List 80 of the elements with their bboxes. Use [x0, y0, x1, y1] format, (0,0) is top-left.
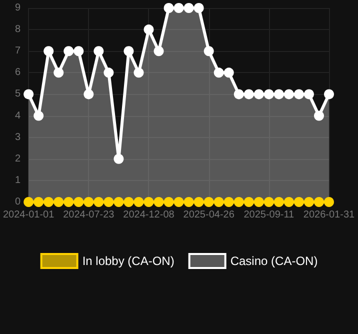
point — [54, 68, 64, 78]
point — [244, 89, 254, 100]
point — [74, 46, 84, 56]
y-tick-label: 9 — [15, 2, 22, 14]
point — [134, 68, 144, 78]
point — [244, 197, 254, 207]
y-tick-label: 4 — [15, 110, 22, 122]
point — [24, 197, 34, 207]
y-tick-label: 3 — [15, 132, 22, 143]
point — [324, 89, 334, 100]
y-tick-label: 7 — [15, 46, 22, 57]
point — [194, 197, 204, 207]
y-tick-label: 5 — [15, 88, 22, 100]
x-tick-label: 2025-04-26 — [183, 210, 235, 220]
legend-label: Casino (CA-ON) — [230, 254, 318, 268]
point — [174, 3, 184, 13]
y-tick-label: 0 — [15, 196, 22, 208]
point — [224, 197, 234, 207]
point — [284, 89, 294, 100]
x-tick-label: 2025-09-11 — [244, 210, 295, 220]
point — [84, 197, 94, 207]
point — [224, 68, 234, 78]
point — [154, 46, 164, 56]
point — [304, 197, 314, 207]
point — [184, 3, 194, 13]
point — [214, 197, 224, 207]
point — [184, 197, 194, 207]
y-tick-label: 2 — [15, 153, 22, 164]
point — [94, 197, 104, 207]
point — [254, 89, 264, 100]
point — [64, 46, 74, 56]
point — [294, 197, 304, 207]
y-tick-label: 8 — [15, 24, 22, 36]
point — [44, 197, 54, 207]
point — [54, 197, 64, 207]
point — [114, 154, 124, 164]
point — [264, 197, 274, 207]
point — [264, 89, 274, 100]
point — [94, 46, 104, 56]
point — [254, 197, 264, 207]
point — [164, 197, 174, 207]
point — [284, 197, 294, 207]
point — [124, 46, 134, 56]
point — [134, 197, 144, 207]
point — [194, 3, 204, 13]
legend-label: In lobby (CA-ON) — [82, 254, 174, 268]
point — [34, 110, 44, 121]
x-tick-label: 2024-07-23 — [63, 210, 115, 220]
point — [24, 89, 34, 100]
point — [234, 89, 244, 100]
point — [274, 89, 284, 100]
x-tick-label: 2024-01-01 — [3, 210, 55, 220]
point — [44, 46, 54, 56]
point — [304, 89, 314, 100]
point — [144, 24, 154, 35]
point — [314, 197, 324, 207]
point — [274, 197, 284, 207]
point — [164, 3, 174, 13]
point — [74, 197, 84, 207]
point — [84, 89, 94, 100]
y-tick-label: 6 — [15, 67, 22, 78]
point — [234, 197, 244, 207]
point — [204, 46, 214, 56]
point — [104, 68, 114, 78]
x-tick-label: 2024-12-08 — [123, 210, 175, 220]
point — [174, 197, 184, 207]
x-tick-label: 2026-01-31 — [303, 210, 356, 220]
point — [214, 68, 224, 78]
point — [114, 197, 124, 207]
point — [144, 197, 154, 207]
point — [324, 197, 334, 207]
point — [154, 197, 164, 207]
point — [314, 110, 324, 121]
point — [104, 197, 114, 207]
y-tick-label: 1 — [15, 174, 22, 186]
point — [294, 89, 304, 100]
point — [204, 197, 214, 207]
point — [64, 197, 74, 207]
point — [34, 197, 44, 207]
point — [124, 197, 134, 207]
